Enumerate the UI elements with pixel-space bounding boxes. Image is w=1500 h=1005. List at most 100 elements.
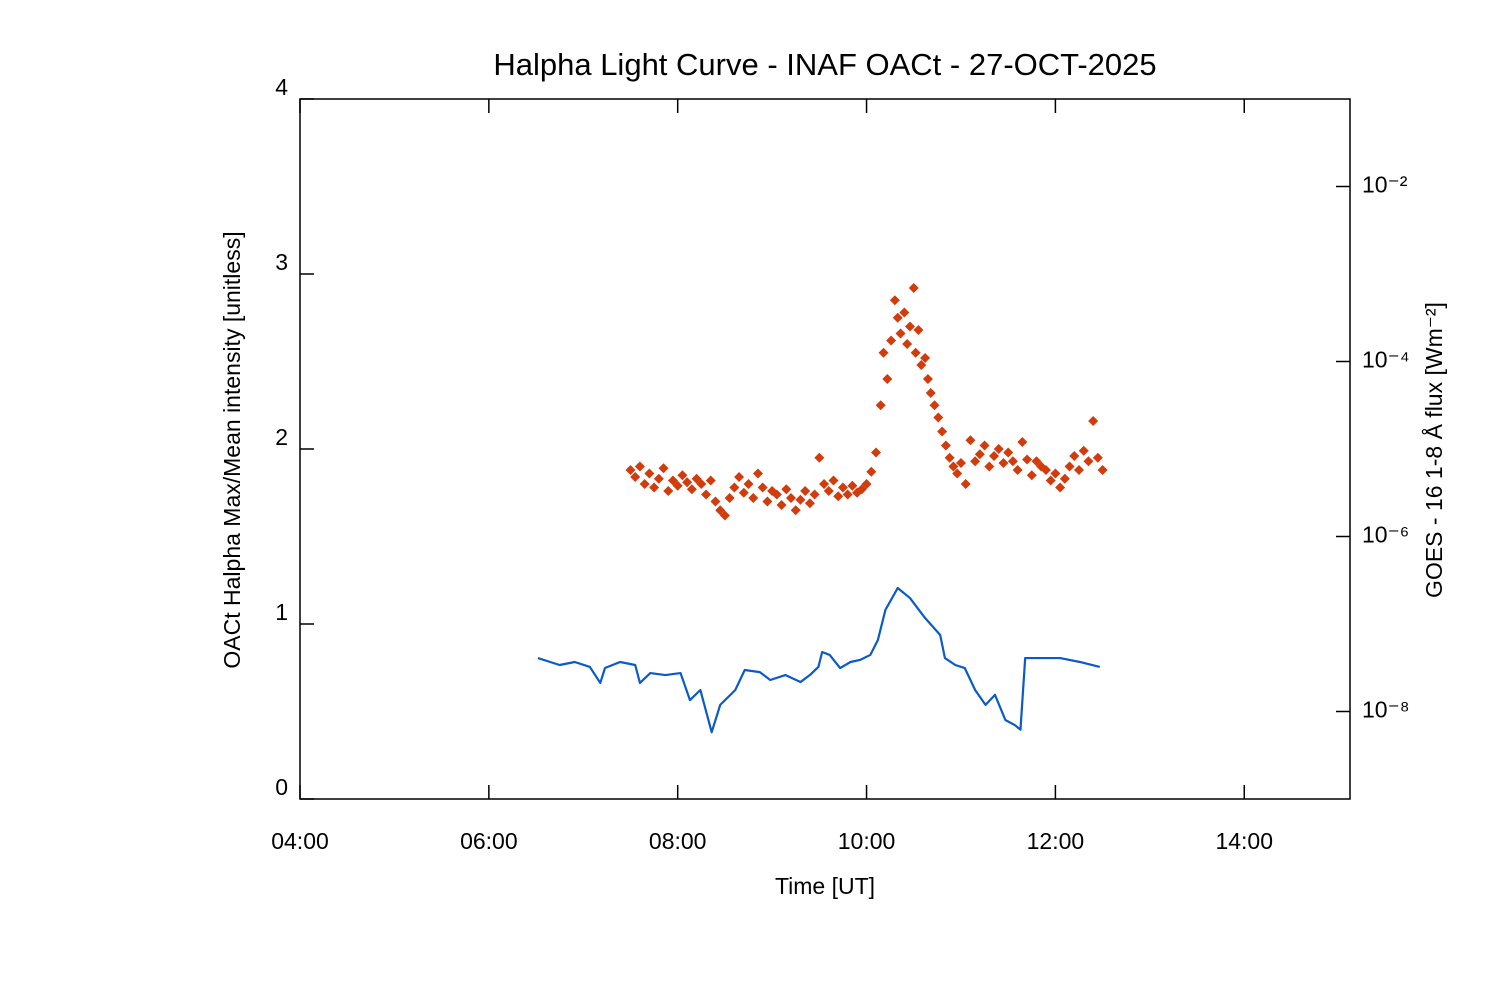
data-point [804,498,815,509]
data-point [925,388,936,398]
y-tick-label: 1 [275,599,288,625]
plot-frame [299,98,1351,800]
data-point [913,325,924,335]
data-point [696,479,707,489]
data-point [701,489,712,500]
data-point [955,458,966,468]
data-point [1078,445,1089,456]
data-point [1055,482,1066,493]
data-point [828,475,839,486]
data-point [686,484,697,495]
data-point [644,468,655,479]
x-axis-label: Time [UT] [775,873,875,899]
data-line [537,586,1101,734]
data-point [882,374,893,384]
data-point [866,466,877,477]
y2-tick-label: 10⁻⁶ [1362,522,1409,548]
data-point [1026,470,1037,481]
data-point [1045,475,1056,486]
data-point [1069,451,1080,461]
data-point [870,447,881,458]
data-point [630,472,641,482]
data-point [886,335,897,346]
data-point [752,468,763,479]
data-point [719,510,730,521]
data-point [814,452,825,463]
data-point [974,449,985,460]
data-point [940,440,951,451]
data-point [929,400,940,411]
y2-tick-label: 10⁻⁸ [1362,697,1409,723]
data-point [1088,416,1099,426]
data-point [908,283,919,293]
data-point [819,479,830,489]
data-point [729,482,740,493]
data-point [993,444,1004,454]
data-point [776,500,787,510]
x-tick-label: 12:00 [1027,828,1085,854]
y2-axis-label: GOES - 16 1-8 Å flux [Wm⁻²] [1420,302,1447,598]
data-point [1003,447,1014,458]
data-point [748,493,759,503]
data-point [809,489,820,500]
data-point [902,339,913,349]
data-point [948,461,959,472]
data-point [920,353,931,363]
y-axis-label: OACt Halpha Max/Mean intensity [unitless… [219,231,245,668]
data-point [837,482,848,493]
data-point [904,321,915,332]
data-point [1012,465,1023,475]
data-point [960,479,971,489]
x-tick-label: 10:00 [838,828,896,854]
data-point [1007,456,1018,467]
data-point [970,456,981,467]
data-point [1040,465,1051,475]
data-point [910,347,921,358]
data-point [1083,456,1094,467]
x-tick-label: 14:00 [1215,828,1273,854]
data-point [658,463,669,474]
data-point [998,458,1009,468]
y-tick-label: 2 [275,424,288,450]
data-point [922,374,933,384]
y-tick-label: 4 [275,74,288,100]
data-point [724,493,735,503]
data-point [710,496,721,507]
data-point [944,452,955,463]
data-point [1059,473,1070,484]
data-point [734,472,745,482]
data-point [743,479,754,489]
y-tick-label: 3 [275,249,288,275]
data-point [757,482,768,493]
data-point [895,328,906,339]
data-point [823,486,834,496]
data-point [1017,437,1028,447]
data-point [677,470,688,481]
data-point [842,489,853,500]
data-point [786,493,797,503]
data-point [762,496,773,507]
data-point [682,477,693,488]
data-point [933,412,944,423]
x-tick-label: 04:00 [271,828,329,854]
data-point [833,491,844,502]
data-point [875,400,886,411]
data-point [989,451,1000,461]
data-point [937,426,948,437]
data-point [634,461,645,472]
data-point [705,475,716,486]
data-point [1092,452,1103,463]
data-point [795,494,806,505]
data-point [1064,461,1075,472]
data-point [649,482,660,493]
data-point [672,480,683,491]
data-point [1050,468,1061,479]
y-tick-label: 0 [275,774,288,800]
data-point [984,461,995,472]
data-point [847,480,858,491]
x-tick-label: 08:00 [649,828,707,854]
data-point [1074,465,1085,475]
data-point [1022,454,1033,465]
data-point [639,479,650,489]
